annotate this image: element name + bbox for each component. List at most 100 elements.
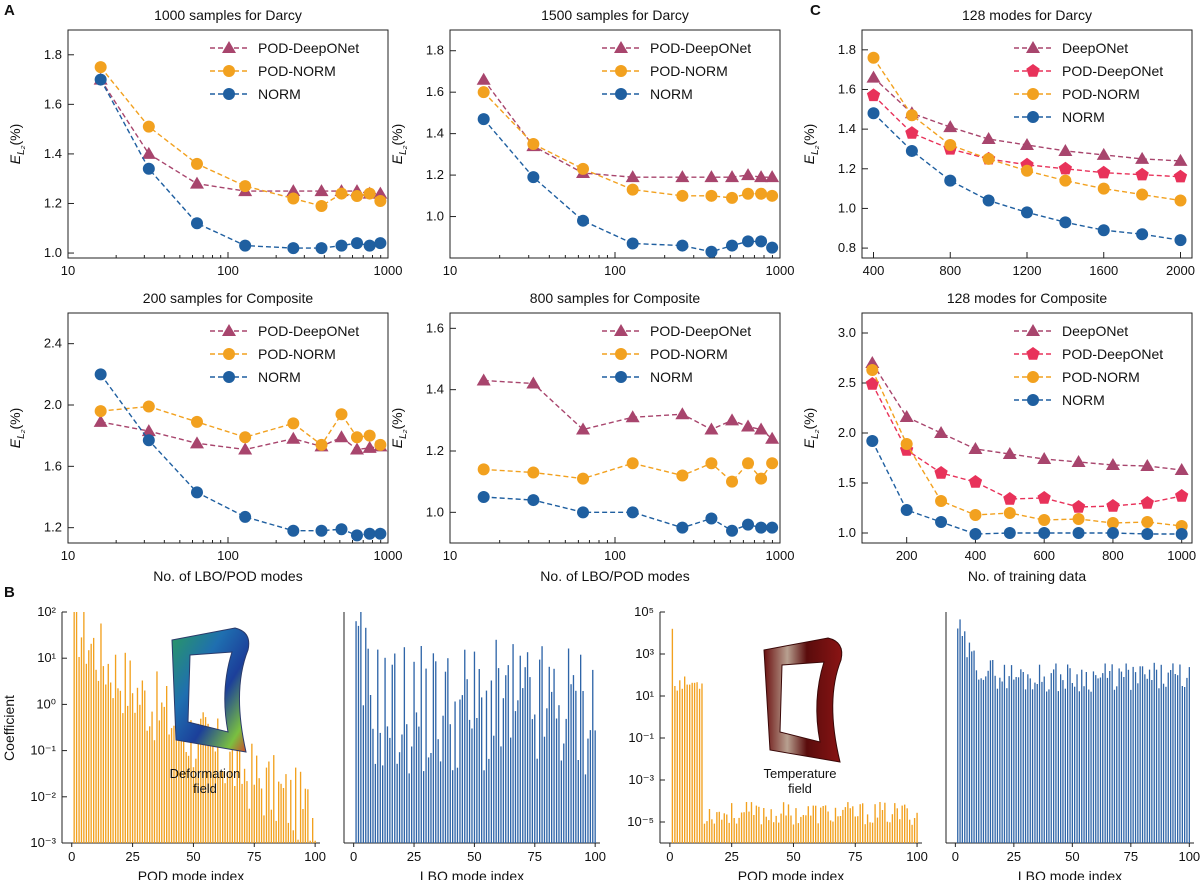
plot-frame	[449, 29, 781, 259]
x-tick-label: 0	[952, 849, 959, 864]
legend-entry: POD-DeepONet	[602, 323, 751, 339]
bar	[1179, 664, 1181, 843]
bar	[1162, 683, 1165, 843]
bar	[161, 702, 163, 843]
bar	[360, 612, 362, 843]
bar	[1046, 691, 1048, 843]
y-label-unit: (%)	[801, 124, 817, 146]
bar	[204, 717, 207, 843]
bar	[782, 802, 785, 843]
bar	[1090, 691, 1092, 843]
data-point	[626, 457, 639, 470]
data-point	[527, 466, 540, 479]
data-point	[287, 524, 300, 537]
series-norm	[866, 435, 1188, 540]
series-norm	[94, 73, 387, 255]
bar	[505, 675, 507, 843]
data-point	[1003, 507, 1016, 519]
chart-title: 1000 samples for Darcy	[154, 7, 302, 23]
data-point	[1140, 459, 1155, 471]
bar	[1024, 689, 1027, 843]
data-point	[1038, 514, 1051, 526]
bar	[517, 700, 519, 843]
data-point	[705, 245, 718, 258]
bar	[473, 651, 476, 843]
bar	[728, 822, 730, 843]
x-tick-label: 25	[1007, 849, 1021, 864]
bar	[295, 767, 297, 843]
bar	[565, 718, 567, 843]
x-axis-label: POD mode index	[738, 868, 845, 880]
bar	[906, 808, 908, 843]
x-tick-label: 400	[863, 263, 885, 278]
data-point	[287, 192, 300, 205]
legend-label: NORM	[258, 369, 301, 385]
bar	[430, 753, 432, 843]
bar	[90, 643, 92, 843]
y-tick-label: 1.0	[426, 209, 444, 224]
bar	[780, 813, 782, 843]
bar	[97, 680, 100, 843]
y-tick-label: 1.6	[426, 84, 444, 99]
bar	[805, 815, 807, 843]
bar	[592, 669, 594, 843]
data-point	[755, 187, 768, 200]
x-tick-label: 25	[407, 849, 421, 864]
bar	[124, 652, 126, 843]
y-tick-label: 10¹	[635, 688, 654, 703]
data-point	[363, 527, 376, 540]
bar	[100, 623, 102, 843]
bar	[1132, 666, 1134, 843]
bar	[263, 815, 265, 843]
bar	[493, 735, 495, 843]
y-label-sub: L₂	[810, 145, 821, 155]
bar	[543, 736, 546, 843]
data-point	[866, 364, 879, 376]
series-line	[872, 57, 1181, 202]
bar	[1064, 688, 1066, 843]
legend-marker	[1027, 88, 1039, 100]
data-point	[286, 431, 301, 444]
bar	[88, 650, 90, 843]
bar	[459, 699, 461, 843]
data-point	[705, 512, 718, 525]
data-point	[742, 457, 755, 470]
series-line	[483, 379, 773, 440]
bar	[1069, 668, 1071, 843]
x-tick-label: 1000	[374, 548, 403, 563]
data-point	[350, 431, 363, 444]
bar	[733, 818, 735, 843]
data-point	[1059, 174, 1072, 187]
x-tick-label: 75	[1124, 849, 1138, 864]
legend-marker	[614, 324, 628, 336]
bar	[731, 803, 733, 843]
bar	[696, 682, 698, 843]
bar	[1125, 663, 1127, 843]
x-axis-label: No. of LBO/POD modes	[153, 568, 302, 584]
data-point	[350, 529, 363, 542]
bar	[975, 670, 978, 843]
data-point	[526, 376, 541, 389]
x-tick-label: 800	[939, 263, 961, 278]
bar	[141, 680, 144, 843]
legend-marker	[614, 41, 628, 53]
x-tick-label: 100	[217, 263, 239, 278]
data-point	[287, 242, 300, 255]
bar	[514, 711, 517, 843]
bar	[497, 668, 500, 843]
chart-title: 1500 samples for Darcy	[541, 7, 689, 23]
plot-frame	[861, 312, 1193, 544]
bar	[1008, 676, 1010, 843]
bar	[713, 823, 716, 843]
bar	[560, 760, 563, 843]
bar	[398, 752, 401, 843]
panel-letter-a: A	[4, 2, 15, 19]
data-point	[1058, 143, 1073, 156]
bar	[1038, 664, 1041, 843]
data-point	[1097, 182, 1110, 195]
x-tick-label: 75	[247, 849, 261, 864]
bar	[844, 807, 847, 843]
y-axis-label: EL₂(%)	[7, 408, 27, 449]
bar	[723, 813, 725, 843]
bar	[1083, 686, 1085, 843]
